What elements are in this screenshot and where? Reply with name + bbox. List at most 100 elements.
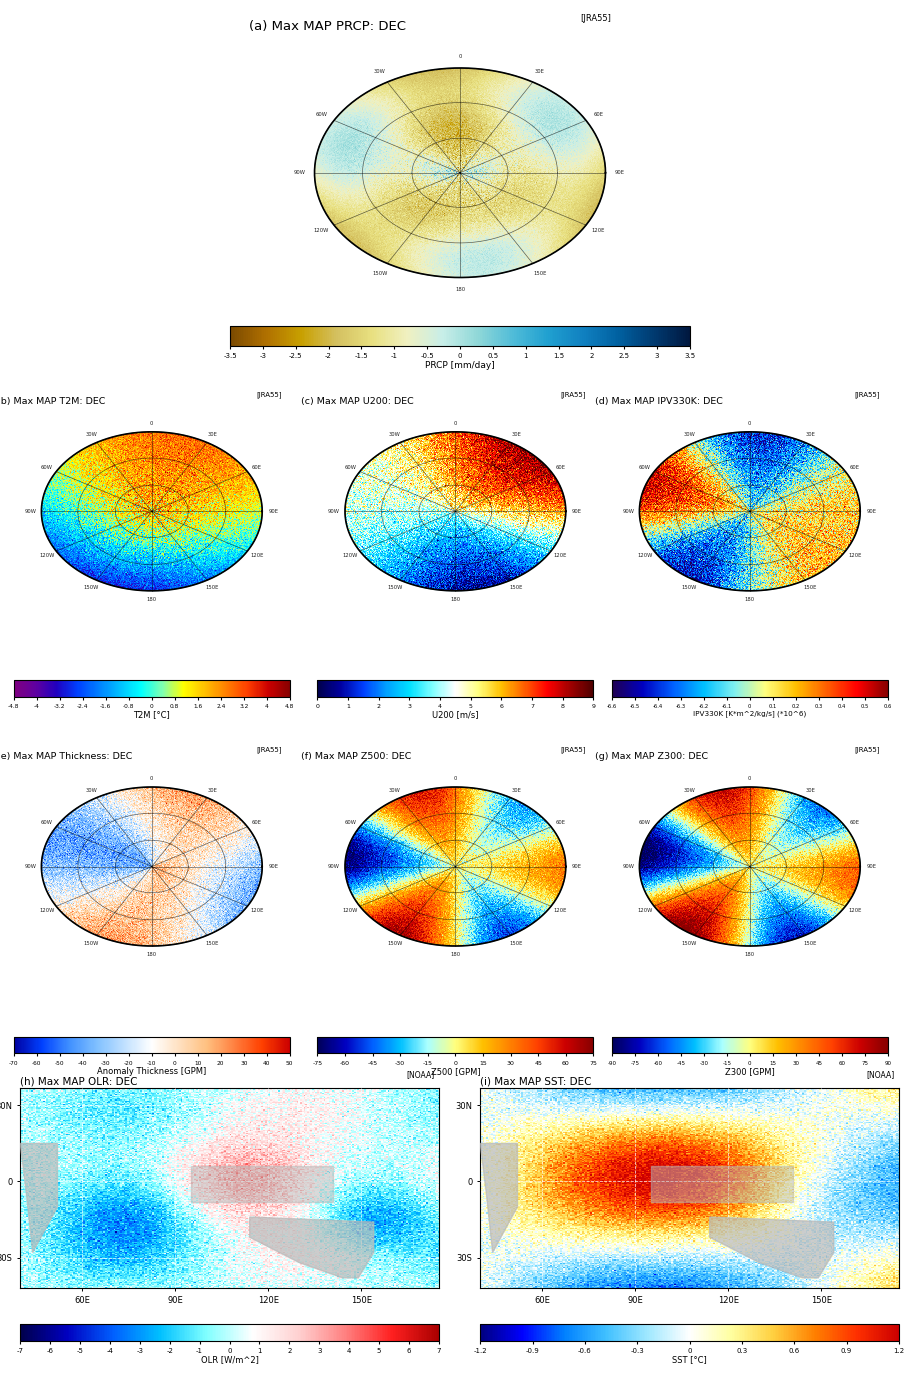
Text: 150E: 150E: [803, 586, 816, 590]
Text: 90E: 90E: [572, 509, 581, 514]
Polygon shape: [345, 786, 565, 947]
Polygon shape: [249, 1218, 373, 1278]
Text: 90E: 90E: [866, 864, 875, 869]
Text: 30E: 30E: [208, 433, 217, 437]
Polygon shape: [41, 786, 262, 947]
Polygon shape: [41, 431, 262, 591]
Text: 180: 180: [449, 597, 460, 603]
Text: 120W: 120W: [636, 908, 652, 914]
Text: 150W: 150W: [387, 586, 402, 590]
Text: 60W: 60W: [40, 820, 52, 825]
Text: 180: 180: [743, 597, 754, 603]
Text: 30W: 30W: [389, 433, 400, 437]
Text: 90W: 90W: [24, 509, 37, 514]
Text: 90E: 90E: [268, 864, 278, 869]
Text: 180: 180: [454, 286, 465, 292]
Text: 120W: 120W: [39, 553, 54, 558]
Text: 30W: 30W: [85, 433, 96, 437]
Text: 0: 0: [747, 775, 751, 781]
Text: 90W: 90W: [621, 864, 634, 869]
Text: 120W: 120W: [342, 908, 357, 914]
Text: 30W: 30W: [683, 788, 694, 792]
Text: 30E: 30E: [208, 788, 217, 792]
Text: 120E: 120E: [250, 553, 264, 558]
Text: (h) Max MAP OLR: DEC: (h) Max MAP OLR: DEC: [20, 1077, 138, 1086]
Text: (b) Max MAP T2M: DEC: (b) Max MAP T2M: DEC: [0, 397, 106, 406]
Text: 150W: 150W: [84, 941, 98, 945]
Text: 0: 0: [747, 420, 751, 426]
Text: (d) Max MAP IPV330K: DEC: (d) Max MAP IPV330K: DEC: [595, 397, 722, 406]
Polygon shape: [314, 68, 605, 278]
X-axis label: IPV330K [K*m^2/kg/s] (*10^6): IPV330K [K*m^2/kg/s] (*10^6): [692, 710, 806, 717]
Text: 90W: 90W: [327, 864, 340, 869]
Polygon shape: [20, 1143, 57, 1252]
Text: 120W: 120W: [313, 228, 329, 234]
Text: 90E: 90E: [615, 170, 624, 176]
Text: 120E: 120E: [847, 908, 861, 914]
X-axis label: Z300 [GPM]: Z300 [GPM]: [724, 1067, 774, 1077]
Text: 150E: 150E: [533, 271, 546, 276]
Text: 180: 180: [146, 597, 157, 603]
Text: [NOAA]: [NOAA]: [406, 1071, 434, 1079]
Text: 120E: 120E: [553, 553, 567, 558]
Text: 150E: 150E: [206, 941, 219, 945]
Text: 30E: 30E: [535, 69, 544, 75]
Text: 90W: 90W: [621, 509, 634, 514]
Text: 60E: 60E: [555, 464, 565, 470]
Text: 0: 0: [150, 420, 153, 426]
Text: 60E: 60E: [849, 464, 859, 470]
Text: 60E: 60E: [849, 820, 859, 825]
Text: 60W: 60W: [638, 464, 650, 470]
Text: 60W: 60W: [344, 464, 356, 470]
Text: (g) Max MAP Z300: DEC: (g) Max MAP Z300: DEC: [595, 752, 708, 761]
Text: (c) Max MAP U200: DEC: (c) Max MAP U200: DEC: [301, 397, 414, 406]
Text: 0: 0: [458, 54, 461, 59]
Text: (f) Max MAP Z500: DEC: (f) Max MAP Z500: DEC: [301, 752, 411, 761]
Text: 60E: 60E: [252, 464, 262, 470]
X-axis label: T2M [°C]: T2M [°C]: [133, 710, 170, 720]
Polygon shape: [639, 786, 859, 947]
Text: 90W: 90W: [24, 864, 37, 869]
Polygon shape: [480, 1143, 516, 1252]
Text: 30W: 30W: [389, 788, 400, 792]
Text: 60W: 60W: [315, 112, 327, 117]
Polygon shape: [709, 1218, 833, 1278]
X-axis label: Anomaly Thickness [GPM]: Anomaly Thickness [GPM]: [97, 1067, 206, 1077]
Text: 150W: 150W: [681, 941, 696, 945]
Text: [JRA55]: [JRA55]: [854, 391, 879, 398]
Text: 60E: 60E: [555, 820, 565, 825]
Text: 120W: 120W: [636, 553, 652, 558]
Text: [JRA55]: [JRA55]: [560, 391, 585, 398]
Text: 120E: 120E: [591, 228, 605, 234]
Text: [JRA55]: [JRA55]: [256, 391, 282, 398]
Text: 90E: 90E: [268, 509, 278, 514]
Text: 30E: 30E: [511, 788, 520, 792]
Text: 90E: 90E: [572, 864, 581, 869]
Text: 120E: 120E: [250, 908, 264, 914]
Text: 150W: 150W: [681, 586, 696, 590]
Text: 150E: 150E: [509, 941, 522, 945]
Polygon shape: [190, 1166, 333, 1202]
Text: 60W: 60W: [638, 820, 650, 825]
X-axis label: Z500 [GPM]: Z500 [GPM]: [430, 1067, 480, 1077]
Text: 150W: 150W: [387, 941, 402, 945]
Text: 180: 180: [449, 952, 460, 958]
X-axis label: OLR [W/m^2]: OLR [W/m^2]: [200, 1356, 258, 1364]
Text: 90W: 90W: [294, 170, 306, 176]
X-axis label: PRCP [mm/day]: PRCP [mm/day]: [425, 361, 494, 369]
Polygon shape: [650, 1166, 792, 1202]
Text: 30E: 30E: [805, 788, 814, 792]
Text: 150W: 150W: [372, 271, 387, 276]
Text: 60E: 60E: [593, 112, 603, 117]
Text: 180: 180: [743, 952, 754, 958]
Text: 90W: 90W: [327, 509, 340, 514]
Text: 30E: 30E: [805, 433, 814, 437]
Text: 120E: 120E: [553, 908, 567, 914]
Text: 180: 180: [146, 952, 157, 958]
Text: [JRA55]: [JRA55]: [854, 746, 879, 753]
Text: 150W: 150W: [84, 586, 98, 590]
Text: [JRA55]: [JRA55]: [560, 746, 585, 753]
Text: 150E: 150E: [803, 941, 816, 945]
Text: 30W: 30W: [374, 69, 385, 75]
Text: 150E: 150E: [206, 586, 219, 590]
